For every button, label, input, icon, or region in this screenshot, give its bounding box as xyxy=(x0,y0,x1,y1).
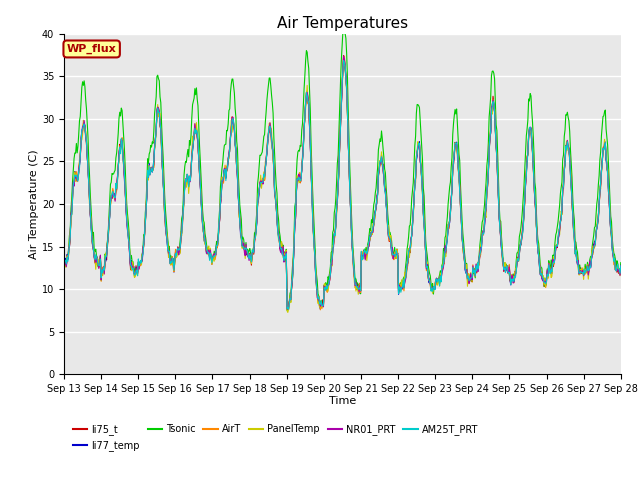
Legend: li75_t, li77_temp, Tsonic, AirT, PanelTemp, NR01_PRT, AM25T_PRT: li75_t, li77_temp, Tsonic, AirT, PanelTe… xyxy=(69,420,482,455)
X-axis label: Time: Time xyxy=(329,396,356,406)
Y-axis label: Air Temperature (C): Air Temperature (C) xyxy=(29,149,39,259)
Title: Air Temperatures: Air Temperatures xyxy=(277,16,408,31)
Text: WP_flux: WP_flux xyxy=(67,44,116,54)
